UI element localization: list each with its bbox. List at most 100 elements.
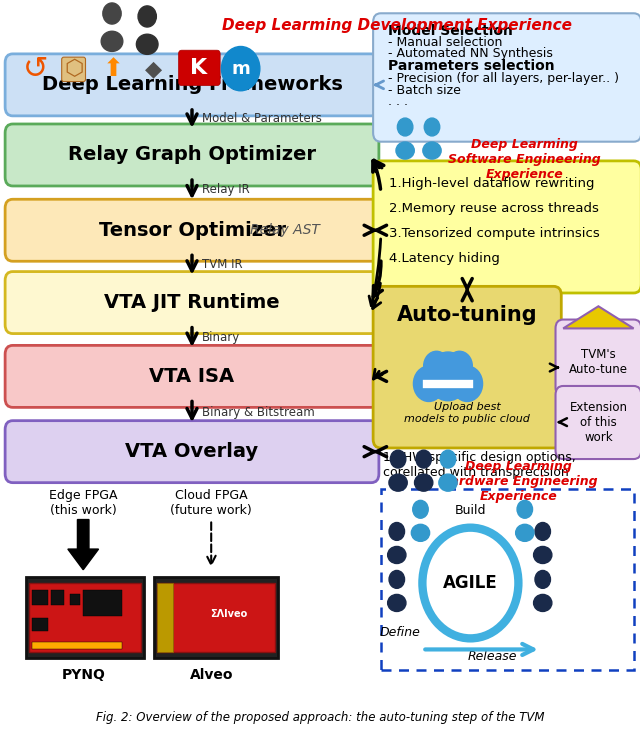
FancyBboxPatch shape (5, 421, 379, 483)
Text: m: m (231, 60, 250, 77)
Text: Build: Build (454, 504, 486, 517)
Text: 3.Tensorized compute intrinsics: 3.Tensorized compute intrinsics (389, 227, 600, 240)
Circle shape (416, 450, 431, 468)
Bar (51, 590, 64, 605)
FancyBboxPatch shape (5, 345, 379, 407)
Text: Tensor Optimizer: Tensor Optimizer (99, 221, 285, 240)
Text: K: K (191, 58, 207, 78)
Circle shape (535, 523, 550, 540)
Text: Model & Parameters: Model & Parameters (202, 111, 321, 125)
Text: 1.High-level dataflow rewriting: 1.High-level dataflow rewriting (389, 176, 595, 190)
Text: PYNQ: PYNQ (61, 669, 105, 682)
Circle shape (389, 570, 404, 588)
Text: Release: Release (468, 650, 518, 663)
Ellipse shape (388, 546, 406, 564)
Ellipse shape (534, 594, 552, 612)
Bar (32, 590, 48, 605)
Text: TVM IR: TVM IR (202, 258, 242, 272)
Text: Relay Graph Optimizer: Relay Graph Optimizer (68, 145, 316, 165)
Text: ↺: ↺ (22, 55, 48, 84)
Circle shape (221, 46, 260, 91)
Circle shape (424, 351, 449, 381)
Bar (157, 583, 173, 652)
Text: Auto-tuning: Auto-tuning (397, 305, 538, 325)
Circle shape (424, 118, 440, 136)
FancyBboxPatch shape (556, 320, 640, 396)
Circle shape (427, 352, 469, 401)
FancyBboxPatch shape (5, 199, 379, 261)
Text: Upload best
models to public cloud: Upload best models to public cloud (404, 402, 530, 424)
Circle shape (397, 118, 413, 136)
Text: Model Selection: Model Selection (388, 24, 513, 38)
Bar (32, 618, 48, 631)
Text: VTA ISA: VTA ISA (149, 367, 235, 386)
FancyBboxPatch shape (373, 161, 640, 293)
Text: AGILE: AGILE (443, 574, 498, 592)
Text: Binary & Bitstream: Binary & Bitstream (202, 406, 314, 419)
Text: TVM's
Auto-tune: TVM's Auto-tune (569, 348, 628, 376)
Text: ◆: ◆ (145, 59, 162, 80)
Ellipse shape (516, 524, 534, 542)
Ellipse shape (136, 34, 158, 55)
FancyBboxPatch shape (157, 583, 275, 652)
Ellipse shape (389, 474, 407, 492)
Circle shape (389, 523, 404, 540)
Circle shape (413, 500, 428, 518)
Text: Deep Learning Frameworks: Deep Learning Frameworks (42, 75, 342, 94)
Circle shape (390, 450, 406, 468)
Circle shape (535, 570, 550, 588)
Text: . . .: . . . (388, 95, 408, 108)
FancyBboxPatch shape (556, 386, 640, 459)
Ellipse shape (396, 142, 414, 159)
FancyBboxPatch shape (5, 54, 379, 116)
Text: Cloud FPGA
(future work): Cloud FPGA (future work) (170, 489, 252, 517)
Bar (32, 642, 122, 649)
FancyBboxPatch shape (26, 577, 144, 658)
Circle shape (452, 366, 483, 401)
Text: Relay IR: Relay IR (202, 183, 250, 196)
Text: Deep Learming
Hardware Engineering
Experience: Deep Learming Hardware Engineering Exper… (440, 460, 597, 503)
Text: Define: Define (380, 626, 420, 639)
FancyBboxPatch shape (154, 577, 278, 658)
Polygon shape (563, 306, 634, 328)
Text: Edge FPGA
(this work): Edge FPGA (this work) (49, 489, 118, 517)
Ellipse shape (101, 31, 123, 52)
Text: VTA Overlay: VTA Overlay (125, 442, 259, 461)
Text: Relay AST: Relay AST (250, 224, 319, 237)
FancyBboxPatch shape (5, 272, 379, 334)
Text: Fig. 2: Overview of the proposed approach: the auto-tuning step of the TVM: Fig. 2: Overview of the proposed approac… (96, 711, 544, 724)
Bar (83, 590, 122, 616)
FancyBboxPatch shape (373, 286, 561, 448)
Circle shape (103, 3, 121, 24)
FancyBboxPatch shape (29, 583, 141, 652)
Circle shape (517, 500, 532, 518)
Text: ⬡: ⬡ (64, 59, 83, 80)
Circle shape (138, 6, 156, 27)
Text: Binary: Binary (202, 331, 240, 344)
Text: ΣΛlveo: ΣΛlveo (210, 609, 247, 618)
Circle shape (440, 450, 456, 468)
FancyArrow shape (68, 520, 99, 570)
Text: Deep Learming Development Experience: Deep Learming Development Experience (222, 18, 572, 33)
Ellipse shape (423, 142, 441, 159)
Ellipse shape (412, 524, 429, 542)
Circle shape (447, 351, 472, 381)
Text: 10 HW-specific design options,
corellated with transprecision: 10 HW-specific design options, corellate… (383, 451, 575, 479)
Text: - Batch size: - Batch size (388, 83, 461, 97)
FancyBboxPatch shape (381, 489, 634, 670)
Circle shape (413, 366, 444, 401)
FancyBboxPatch shape (373, 13, 640, 142)
FancyBboxPatch shape (5, 124, 379, 186)
Text: 2.Memory reuse across threads: 2.Memory reuse across threads (389, 201, 599, 215)
Text: Parameters selection: Parameters selection (388, 60, 555, 73)
Text: - Manual selection: - Manual selection (388, 36, 503, 49)
Text: Deep Learming
Software Engineering
Experience: Deep Learming Software Engineering Exper… (449, 138, 601, 181)
Ellipse shape (534, 546, 552, 564)
Bar (70, 594, 80, 605)
Text: VTA JIT Runtime: VTA JIT Runtime (104, 293, 280, 312)
Text: ⬆: ⬆ (103, 58, 124, 81)
Text: - Automated NN Synthesis: - Automated NN Synthesis (388, 47, 554, 61)
Ellipse shape (415, 474, 433, 492)
Ellipse shape (388, 594, 406, 612)
FancyBboxPatch shape (179, 50, 220, 86)
